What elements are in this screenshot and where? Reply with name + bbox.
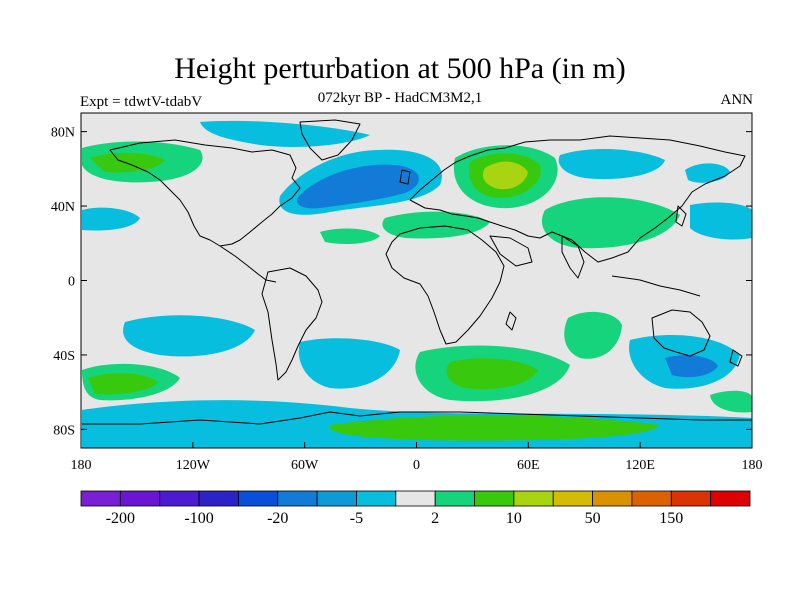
contour-pos-south-pacific-west-core: [88, 373, 158, 395]
coast-australia: [651, 309, 711, 357]
coast-arabia: [489, 235, 533, 267]
colorbar-label: 50: [585, 510, 601, 527]
colorbar-swatch: [670, 490, 712, 507]
contour-pos-greenland-core: [90, 152, 165, 173]
coast-india: [561, 235, 585, 279]
contour-pos-mediterranean: [382, 211, 490, 239]
coast-europe-asia: [409, 135, 746, 263]
contour-pos-mid-atlantic: [320, 228, 380, 244]
lat-tick-label: 80N: [51, 126, 75, 141]
colorbar-swatch: [631, 490, 672, 507]
contour-neg-north-atlantic-core: [296, 164, 419, 209]
colorbar-label: -5: [350, 510, 363, 527]
contour-neg-siberia: [558, 148, 665, 180]
colorbar-swatch: [277, 490, 318, 507]
contour-pos-south-atlantic-core: [446, 358, 538, 390]
coast-uk: [399, 169, 411, 185]
coast-greenland: [299, 119, 361, 161]
contour-pos-southern-ocean: [329, 415, 660, 441]
lat-tick-label: 40S: [53, 349, 75, 364]
lon-axis: 180 120W 60W 0 60E 120E 180: [71, 442, 763, 473]
coast-japan: [675, 205, 687, 227]
anomaly-contours: [82, 120, 752, 448]
lon-tick-label: 60E: [517, 458, 540, 473]
colorbar-label: -200: [106, 510, 135, 527]
coast-south-america: [261, 267, 323, 381]
colorbar-swatch: [238, 490, 279, 507]
lon-tick-label: 180: [742, 458, 763, 473]
colorbar-label: 10: [506, 510, 522, 527]
coast-north-america: [109, 139, 301, 247]
contour-neg-north-pacific-east: [690, 202, 752, 240]
colorbar-swatch: [513, 490, 554, 507]
contour-pos-central-asia: [541, 197, 680, 249]
colorbar-swatch: [119, 490, 161, 507]
colorbar-swatch: [434, 490, 475, 507]
coast-antarctica: [82, 411, 752, 425]
lat-tick-label: 0: [68, 275, 75, 290]
colorbar-swatch: [395, 490, 436, 507]
contour-pos-scandinavia-core: [482, 161, 528, 190]
experiment-label: Expt = tdwtV-tdabV: [80, 94, 203, 110]
contour-neg-south-indian-core: [665, 355, 718, 378]
colorbar-label: 2: [431, 510, 439, 527]
contour-pos-southern-ocean-east: [710, 390, 752, 413]
coast-new-zealand: [729, 349, 743, 367]
coast-africa: [385, 225, 505, 345]
coast-indonesia: [611, 275, 701, 297]
colorbar-swatch: [316, 490, 357, 507]
lon-tick-label: 120E: [625, 458, 655, 473]
contour-neg-south-atlantic: [298, 338, 400, 389]
lon-tick-label: 0: [413, 458, 420, 473]
colorbar-swatch: [80, 490, 121, 507]
colorbar-swatch: [474, 490, 515, 507]
lat-tick-label: 80S: [53, 423, 75, 438]
colorbar-swatch: [592, 490, 633, 507]
contour-neg-north-pacific-west: [82, 207, 140, 231]
colorbar-swatch: [710, 490, 751, 507]
plot-subtitle: 072kyr BP - HadCM3M2,1: [317, 90, 483, 106]
colorbar-swatch: [552, 490, 593, 507]
colorbar-swatch: [356, 490, 397, 507]
contour-neg-arctic-america: [200, 120, 370, 147]
season-label: ANN: [720, 92, 754, 108]
coast-madagascar: [505, 311, 517, 331]
map-panel: [81, 113, 752, 448]
lat-tick-label: 40N: [51, 200, 75, 215]
coast-central-america: [219, 245, 277, 283]
colorbar-swatch: [159, 490, 200, 507]
plot-title: Height perturbation at 500 hPa (in m): [174, 52, 626, 85]
lon-tick-label: 120W: [176, 458, 211, 473]
lon-tick-label: 180: [71, 458, 92, 473]
lat-axis: 80N 40N 0 40S 80S: [51, 126, 752, 438]
contour-pos-indian-ocean: [564, 311, 622, 359]
colorbar-label: 150: [659, 510, 683, 527]
colorbar-label: -20: [267, 510, 288, 527]
lon-tick-label: 60W: [291, 458, 319, 473]
contour-neg-south-pacific: [123, 315, 255, 357]
colorbar-swatch: [198, 490, 239, 507]
colorbar: -200 -100 -20 -5 2 10 50 150: [80, 490, 751, 527]
colorbar-label: -100: [184, 510, 213, 527]
coastlines: [82, 119, 752, 425]
